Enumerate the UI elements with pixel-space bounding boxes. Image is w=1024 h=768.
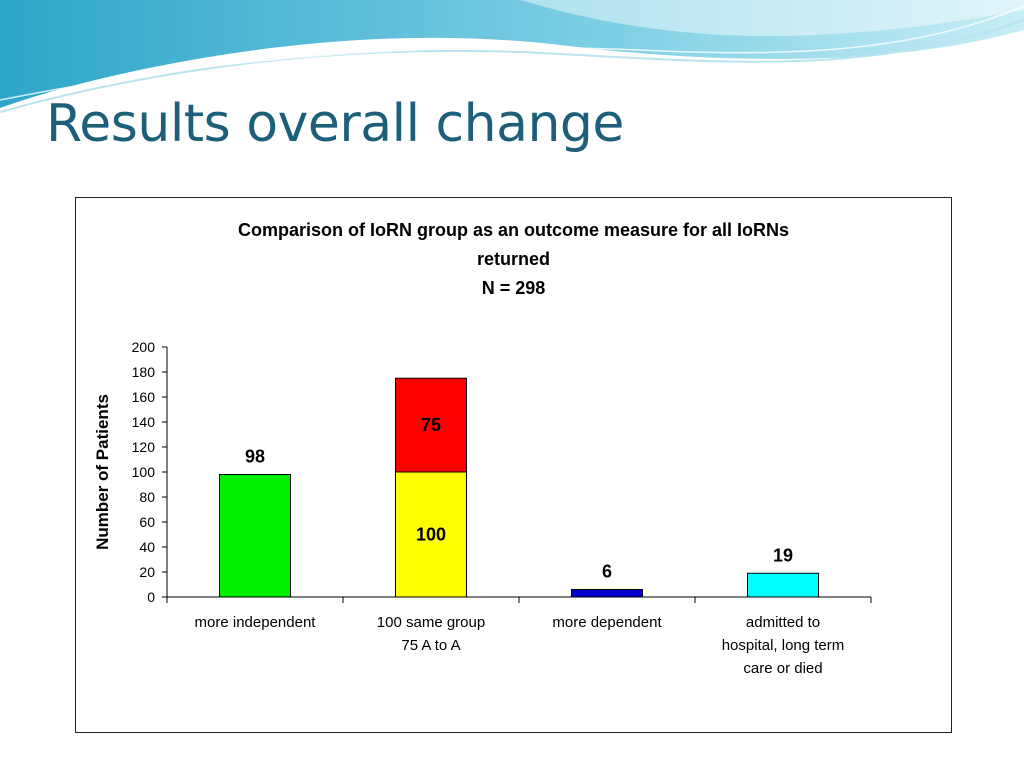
header-wave-decoration <box>0 0 1024 113</box>
bar-segment <box>395 377 467 473</box>
x-category-label: care or died <box>743 660 822 677</box>
bar-segment <box>219 474 291 598</box>
slide-title: Results overall change <box>46 94 624 154</box>
chart-title: Comparison of IoRN group as an outcome m… <box>76 216 951 303</box>
y-tick-label: 180 <box>132 364 156 380</box>
y-tick-label: 140 <box>132 414 156 430</box>
y-tick-label: 60 <box>139 514 155 530</box>
bar-chart: 0 20 40 60 80 100 120 140 160 180 200 Number of Pat… <box>93 339 872 677</box>
chart-title-line-1: Comparison of IoRN group as an outcome m… <box>237 220 790 240</box>
y-tick-label: 0 <box>147 589 155 605</box>
y-tick-label: 160 <box>132 389 156 405</box>
y-tick-label: 20 <box>139 564 155 580</box>
data-label: 19 <box>773 545 793 565</box>
y-tick-label: 80 <box>139 489 155 505</box>
chart-title-line-3: N = 298 <box>481 278 546 298</box>
y-tick-label: 40 <box>139 539 155 555</box>
chart-frame: Comparison of IoRN group as an outcome m… <box>75 197 952 733</box>
y-tick-label: 100 <box>132 464 156 480</box>
x-category-label: 100 same group <box>377 614 485 631</box>
y-tick-label: 120 <box>132 439 156 455</box>
x-category-label: 75 A to A <box>401 637 460 654</box>
x-category-label: hospital, long term <box>722 637 845 654</box>
y-axis-title: Number of Patients <box>93 394 112 550</box>
y-tick-label: 200 <box>132 339 156 355</box>
x-category-label: admitted to <box>746 614 820 631</box>
data-label: 98 <box>245 447 265 467</box>
data-label: 100 <box>416 525 446 545</box>
x-category-label: more independent <box>195 614 317 631</box>
x-category-label: more dependent <box>552 614 662 631</box>
bar-segment <box>571 589 643 598</box>
chart-title-line-2: returned <box>476 249 550 269</box>
data-label: 75 <box>421 415 441 435</box>
bar-segment <box>747 572 819 598</box>
bar-segment <box>395 471 467 598</box>
data-label: 6 <box>602 562 612 582</box>
